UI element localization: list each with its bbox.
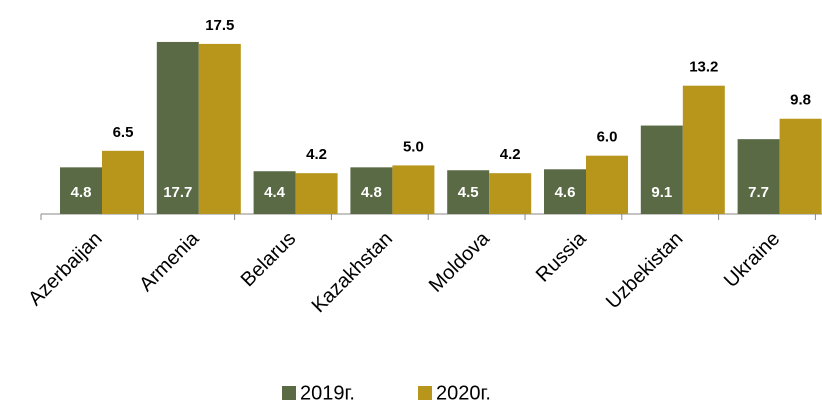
data-label: 7.7: [748, 184, 769, 201]
bar: [295, 173, 338, 214]
data-label: 4.6: [555, 184, 576, 201]
data-label: 6.0: [597, 129, 618, 146]
bar: [640, 125, 683, 214]
x-tick-label: Russia: [532, 227, 591, 286]
data-label: 9.8: [790, 92, 811, 109]
bar: [737, 139, 780, 214]
bar: [447, 170, 490, 214]
data-label: 4.5: [458, 184, 479, 201]
legend-label: 2019г.: [300, 382, 355, 404]
x-tick-label: Azerbaijan: [24, 228, 106, 310]
x-tick-label: Armenia: [135, 227, 204, 296]
x-tick-label: Ukraine: [720, 228, 784, 292]
data-label: 4.4: [264, 184, 286, 201]
x-tick-label: Uzbekistan: [602, 228, 688, 314]
bar: [779, 118, 822, 214]
bar: [682, 85, 725, 214]
data-label: 9.1: [651, 184, 672, 201]
x-tick-label: Moldova: [425, 227, 495, 297]
bar: [544, 169, 586, 214]
bar: [156, 41, 199, 215]
bar: [489, 173, 532, 214]
data-label: 4.2: [500, 146, 521, 163]
bar: [350, 167, 393, 214]
data-label: 4.8: [71, 184, 92, 201]
x-tick-label: Belarus: [237, 228, 301, 292]
legend-label: 2020г.: [436, 382, 491, 404]
data-label: 5.0: [403, 138, 424, 155]
bar: [198, 43, 241, 215]
legend-swatch: [418, 386, 432, 400]
bar: [392, 165, 435, 214]
bar: [253, 171, 296, 214]
data-label: 4.8: [361, 184, 382, 201]
data-label: 17.7: [163, 184, 192, 201]
bar: [586, 155, 628, 214]
data-label: 4.2: [306, 146, 327, 163]
bar: [60, 167, 102, 214]
data-label: 13.2: [689, 59, 718, 76]
legend-swatch: [282, 386, 296, 400]
data-label: 17.5: [205, 17, 234, 34]
x-tick-label: Kazakhstan: [308, 228, 397, 317]
data-label: 6.5: [113, 124, 134, 141]
bar: [102, 150, 144, 214]
